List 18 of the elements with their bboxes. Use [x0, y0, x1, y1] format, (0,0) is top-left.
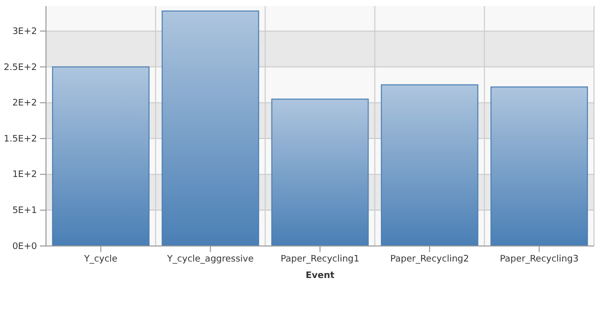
y-tick-label: 3E+2	[12, 26, 37, 37]
bar	[271, 98, 369, 246]
x-tick-label: Paper_Recycling1	[280, 254, 360, 264]
x-tick-label: Y_cycle	[83, 254, 118, 264]
bar	[162, 10, 260, 246]
y-tick-label: 5E+1	[12, 206, 37, 216]
y-tick-label: 2E+2	[12, 98, 37, 109]
bar	[52, 66, 150, 246]
x-tick-label: Y_cycle_aggressive	[166, 254, 254, 264]
bar	[380, 84, 478, 246]
x-tick-label: Paper_Recycling3	[500, 254, 579, 264]
x-axis-title: Event	[306, 271, 336, 281]
x-tick-label: Paper_Recycling2	[390, 254, 469, 264]
y-tick-label: 0E+0	[12, 242, 38, 252]
y-tick-label: 1.5E+2	[4, 134, 37, 144]
bar	[490, 86, 588, 246]
y-tick-label: 2.5E+2	[4, 62, 37, 73]
y-tick-label: 1E+2	[12, 170, 37, 180]
